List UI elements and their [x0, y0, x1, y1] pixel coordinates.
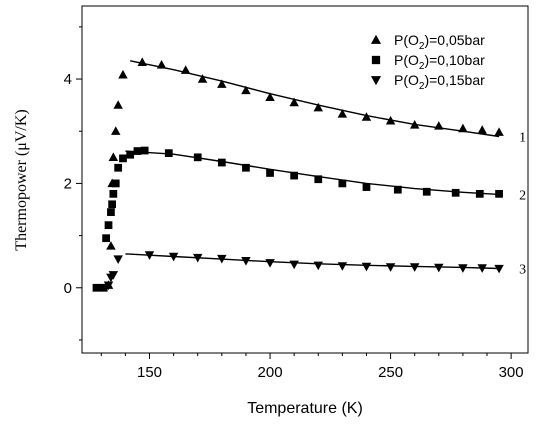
data-point-series-2: [108, 200, 117, 209]
data-point-series-2: [475, 189, 484, 198]
legend-label-1: P(O2)=0,05bar: [394, 32, 485, 52]
y-tick-label: 2: [64, 175, 72, 192]
curve-labels: 1 2 3: [519, 130, 526, 277]
data-point-series-1: [217, 79, 227, 88]
data-point-series-1: [458, 123, 468, 133]
data-points: [92, 57, 504, 292]
data-point-series-3: [434, 263, 444, 273]
data-point-series-1: [118, 69, 128, 79]
data-point-series-1: [137, 57, 148, 67]
data-point-series-2: [102, 234, 110, 243]
data-point-series-2: [164, 149, 173, 158]
data-point-series-2: [338, 179, 347, 188]
data-point-series-2: [140, 146, 149, 155]
y-tick-label: 4: [64, 71, 72, 88]
data-point-series-2: [111, 179, 120, 188]
data-point-series-2: [495, 189, 503, 198]
data-point-series-3: [385, 263, 396, 272]
data-point-series-2: [314, 175, 323, 184]
data-point-series-3: [265, 259, 275, 268]
data-point-series-1: [106, 241, 116, 250]
data-point-series-3: [108, 271, 119, 280]
x-axis-title: Temperature (K): [247, 400, 363, 417]
legend-marker-2: [371, 55, 381, 65]
data-point-series-3: [192, 253, 203, 263]
data-point-series-3: [313, 261, 323, 271]
data-point-series-2: [133, 147, 142, 155]
data-point-series-2: [99, 283, 108, 292]
data-point-series-3: [409, 263, 420, 272]
data-point-series-3: [168, 252, 179, 262]
data-point-series-1: [361, 112, 372, 121]
plot-frame: [81, 5, 529, 354]
data-point-series-3: [289, 260, 299, 270]
data-point-series-1: [313, 102, 323, 112]
data-point-series-3: [337, 262, 348, 271]
data-point-series-3: [113, 255, 123, 265]
legend-label-3: P(O2)=0,15bar: [394, 72, 485, 92]
data-point-series-2: [114, 163, 123, 172]
legend-label-2: P(O2)=0,10bar: [394, 52, 485, 72]
data-point-series-2: [242, 163, 250, 172]
data-point-series-1: [241, 85, 251, 95]
data-point-series-1: [434, 121, 444, 130]
data-point-series-3: [458, 264, 468, 273]
x-tick-label: 200: [258, 364, 283, 381]
data-point-series-2: [217, 158, 226, 167]
data-point-series-1: [385, 115, 396, 125]
data-point-series-2: [422, 187, 431, 196]
data-point-series-1: [113, 100, 123, 109]
data-point-series-2: [362, 183, 371, 191]
data-point-series-1: [197, 74, 208, 83]
legend-marker-1: [370, 34, 382, 44]
data-point-series-2: [126, 150, 135, 159]
data-point-series-1: [337, 109, 348, 118]
y-tick-label: 0: [64, 280, 72, 297]
data-point-series-2: [266, 169, 274, 177]
data-point-series-2: [193, 153, 202, 162]
axis-ticks: [76, 26, 512, 359]
data-point-series-1: [477, 125, 487, 134]
data-point-series-2: [393, 185, 402, 194]
curve-label-1: 1: [519, 130, 526, 145]
data-point-series-3: [217, 254, 227, 264]
y-axis-title: Thermopower (μV/K): [13, 109, 30, 250]
data-point-series-2: [104, 221, 113, 230]
legend-marker-3: [370, 76, 382, 86]
data-point-series-2: [92, 283, 101, 292]
data-point-series-2: [451, 188, 460, 197]
data-point-series-1: [289, 97, 299, 107]
data-point-series-1: [265, 92, 275, 101]
data-point-series-1: [108, 152, 119, 161]
x-tick-label: 300: [499, 364, 524, 381]
data-point-series-3: [477, 264, 487, 273]
data-point-series-1: [409, 120, 420, 129]
data-point-series-2: [290, 171, 299, 180]
data-point-series-1: [111, 126, 121, 135]
x-tick-label: 250: [378, 364, 403, 381]
curve-label-3: 3: [519, 262, 526, 277]
tick-labels: 150 200 250 300 0 2 4: [64, 71, 524, 381]
data-point-series-3: [241, 256, 251, 266]
data-point-series-1: [494, 127, 504, 136]
data-point-series-3: [494, 264, 504, 274]
x-tick-label: 150: [137, 364, 162, 381]
data-point-series-3: [103, 281, 114, 291]
data-point-series-2: [109, 189, 118, 198]
data-point-series-2: [119, 154, 127, 163]
curve-label-2: 2: [519, 188, 526, 203]
data-point-series-2: [107, 208, 115, 216]
data-point-series-1: [180, 65, 191, 74]
data-point-series-3: [361, 262, 372, 272]
data-point-series-1: [156, 60, 167, 69]
data-point-series-3: [144, 251, 155, 260]
